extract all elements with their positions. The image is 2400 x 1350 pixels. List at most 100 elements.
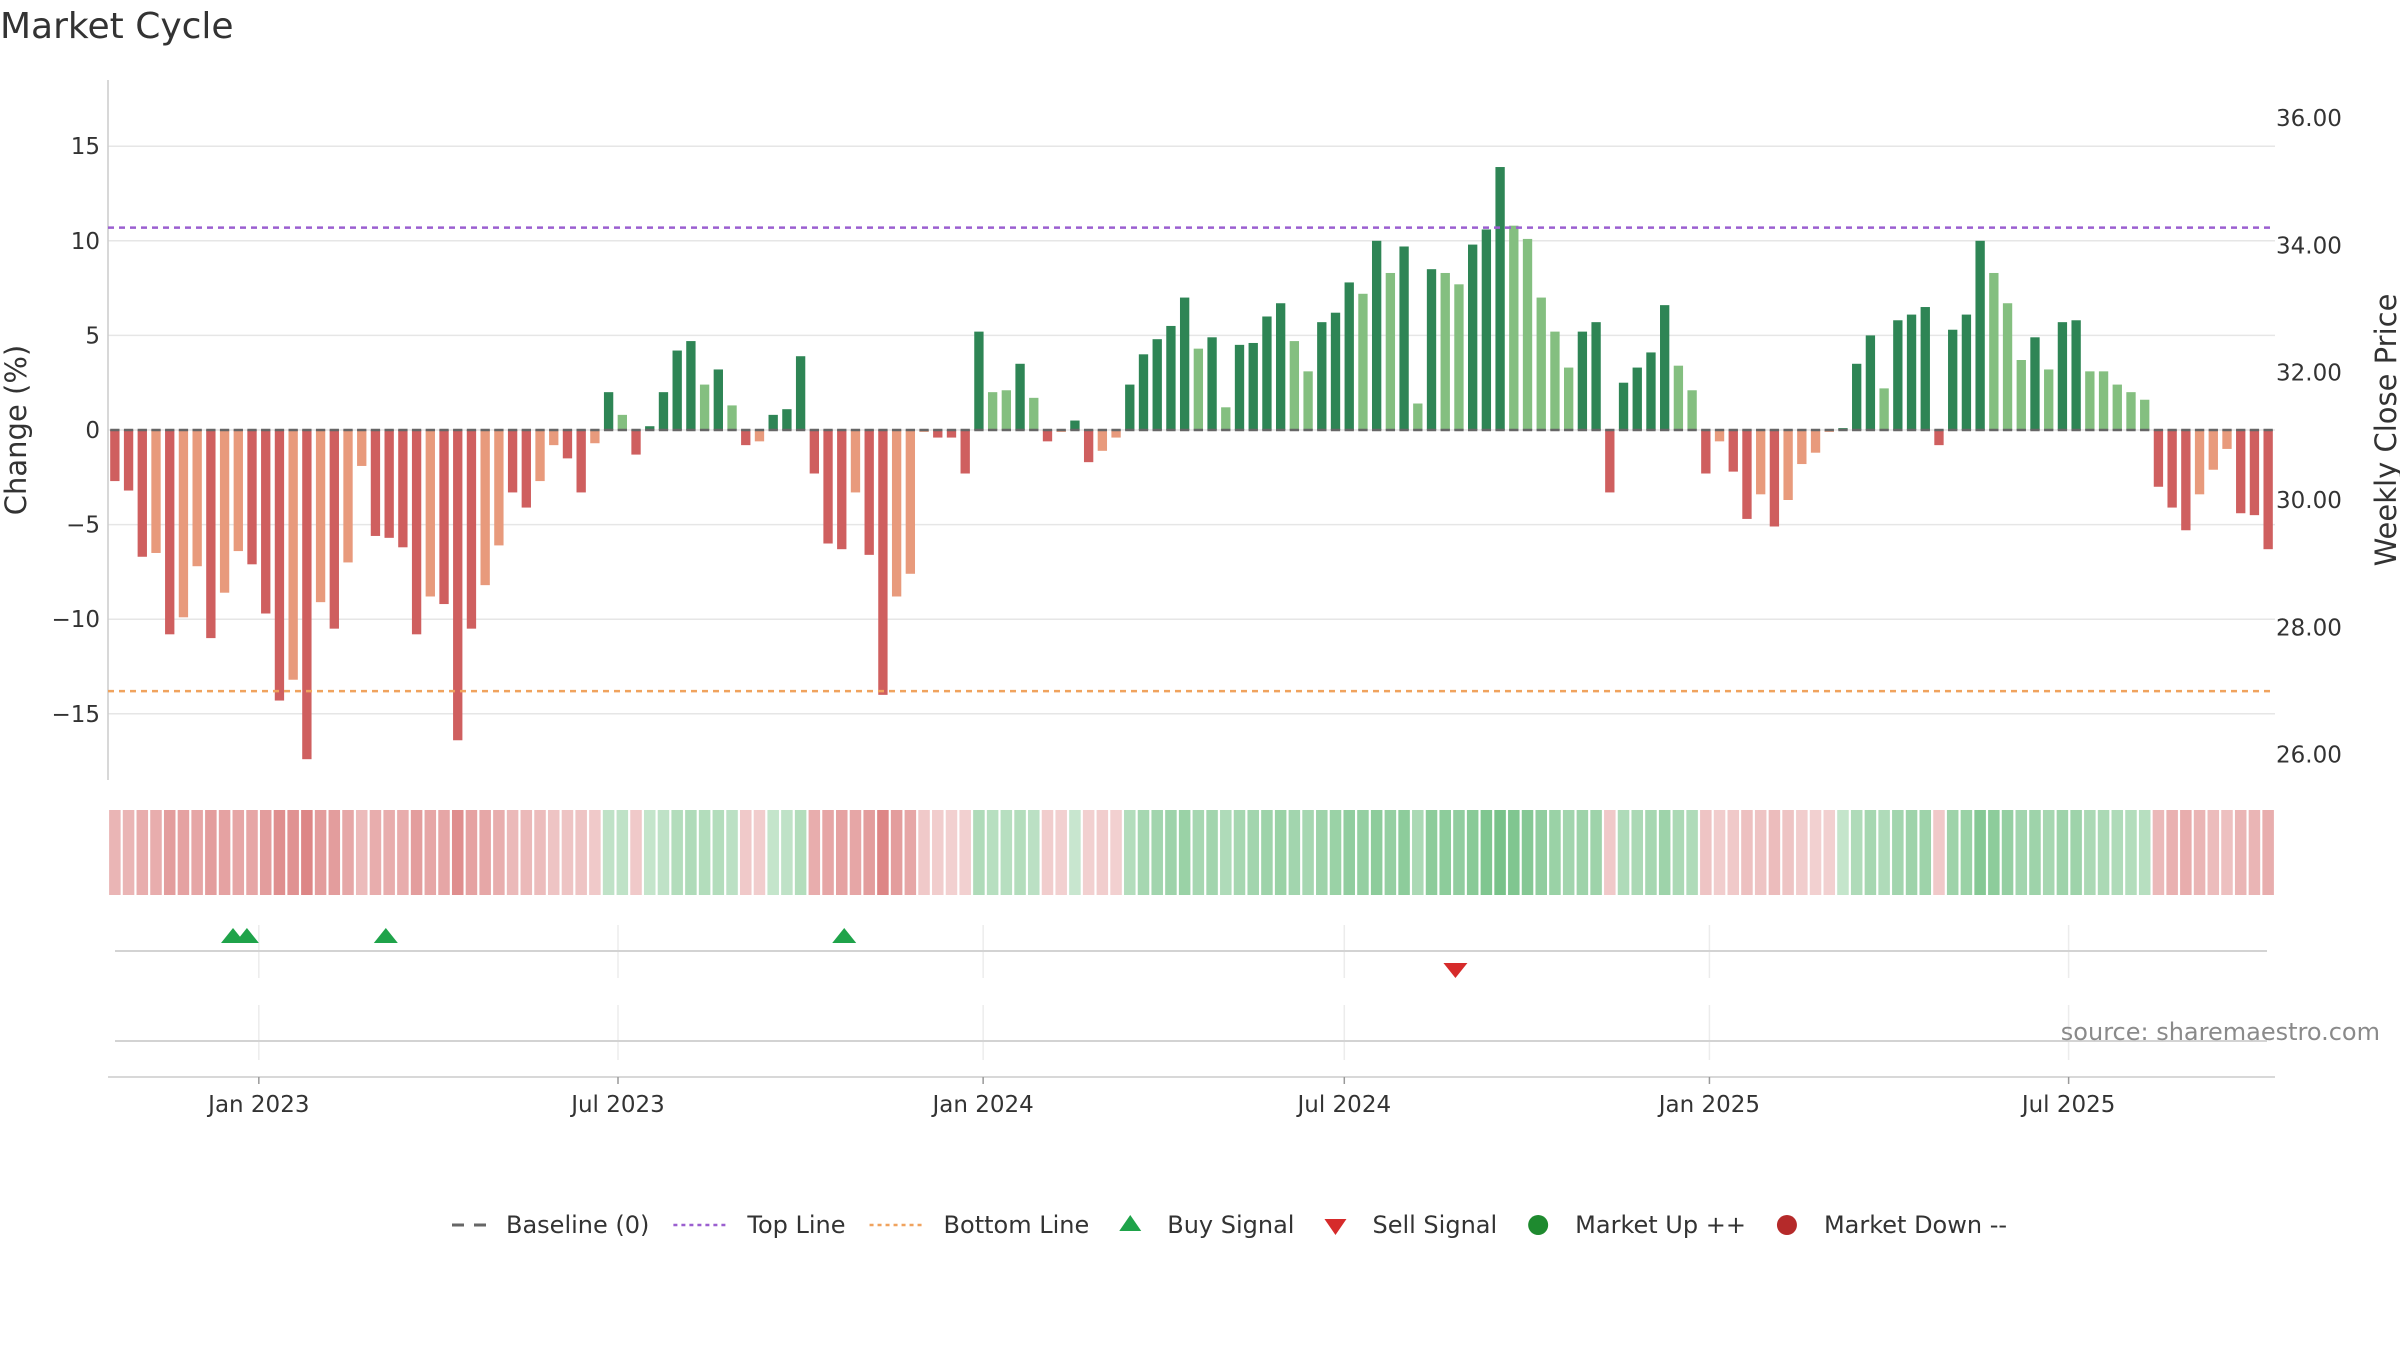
strip-cell (2180, 810, 2192, 895)
strip-cell (561, 810, 574, 895)
strip-cell (232, 810, 245, 895)
bar (1810, 430, 1821, 453)
bar (1234, 344, 1245, 430)
strip-cell (1658, 810, 1671, 895)
bar (2057, 322, 2068, 430)
bar (2181, 430, 2191, 531)
strip-cell (685, 810, 697, 895)
bar (2016, 360, 2026, 430)
bar (987, 392, 998, 430)
bar (1385, 272, 1396, 430)
strip-cell (1864, 810, 1877, 895)
bar (1262, 316, 1272, 430)
bar (1221, 407, 1231, 430)
strip-cell (1425, 810, 1438, 895)
bar (713, 369, 723, 430)
bar (727, 405, 737, 430)
strip-cell (2152, 810, 2165, 895)
source-label: source: sharemaestro.com (2061, 1018, 2380, 1046)
strip-cell (1069, 810, 1081, 895)
strip-cell (451, 810, 464, 895)
strip-cell (1754, 810, 1767, 895)
strip-cell (1946, 810, 1959, 895)
strip-cell (767, 810, 779, 895)
bar (2236, 430, 2246, 514)
strip-cell (890, 810, 903, 895)
bar (1413, 403, 1423, 430)
x-tick-label: Jan 2023 (206, 1092, 309, 1118)
strip-cell (1590, 810, 1602, 895)
strip-cell (177, 810, 190, 895)
strip-cell (1905, 810, 1918, 895)
strip-cell (218, 810, 231, 895)
strip-cell (698, 810, 711, 895)
buy-signal-marker (373, 928, 398, 943)
bar (658, 392, 669, 430)
strip-cell (1220, 810, 1232, 895)
bar (1289, 341, 1300, 430)
strip-cell (1768, 810, 1781, 895)
strip-cell (863, 810, 875, 895)
buy-signal-marker (832, 928, 857, 943)
legend-label: Market Up ++ (1575, 1211, 1746, 1239)
bar (1358, 293, 1368, 430)
strip-cell (808, 810, 821, 895)
bar (823, 430, 833, 544)
strip-cell (2207, 810, 2220, 895)
strip-cell (1192, 810, 1205, 895)
bar (905, 430, 916, 574)
strip-cell (2138, 810, 2151, 895)
strip-cell (616, 810, 629, 895)
bar (2249, 430, 2260, 516)
strip-cell (163, 810, 176, 895)
strip-cell (369, 810, 382, 895)
strip-cell (657, 810, 670, 895)
strip-cell (1713, 810, 1726, 895)
strip-cell (712, 810, 725, 895)
strip-cell (753, 810, 766, 895)
strip-cell (1796, 810, 1808, 895)
bar (2098, 371, 2109, 430)
strip-cell (877, 810, 889, 895)
strip-cell (1343, 810, 1355, 895)
bar (699, 384, 710, 430)
bar (1193, 348, 1204, 430)
bar (809, 430, 819, 474)
strip-cell (2029, 810, 2041, 895)
strip-cell (1809, 810, 1822, 895)
legend-label: Bottom Line (944, 1211, 1090, 1239)
strip-cell (589, 810, 601, 895)
bar (645, 426, 655, 430)
bar (1125, 384, 1135, 430)
legend-item: Sell Signal (1324, 1211, 1497, 1239)
bar (1714, 430, 1725, 442)
strip-cell (1316, 810, 1328, 895)
legend-label: Baseline (0) (506, 1211, 649, 1239)
strip-cell (287, 810, 299, 895)
strip-cell (1357, 810, 1369, 895)
y-tick-label: 0 (85, 418, 100, 444)
bar (206, 430, 216, 639)
y2-tick-label: 30.00 (2276, 488, 2342, 514)
strip-cell (1892, 810, 1904, 895)
strip-cell (822, 810, 834, 895)
bar (1893, 320, 1903, 430)
strip-cell (2070, 810, 2082, 895)
legend-item: Market Down -- (1776, 1211, 2007, 1239)
strip-cell (1261, 810, 1273, 895)
strip-cell (136, 810, 149, 895)
bar (1495, 167, 1505, 430)
strip-cell (1727, 810, 1740, 895)
bar (137, 430, 147, 557)
strip-cell (2056, 810, 2069, 895)
strip-cell (1329, 810, 1342, 895)
bar (864, 430, 874, 555)
y-tick-label: −15 (51, 702, 100, 728)
strip-cell (1878, 810, 1890, 895)
bar (535, 430, 545, 482)
strip-cell (1919, 810, 1932, 895)
strip-cell (630, 810, 642, 895)
strip-cell (918, 810, 930, 895)
bar (1852, 363, 1862, 430)
strip-cell (849, 810, 862, 895)
